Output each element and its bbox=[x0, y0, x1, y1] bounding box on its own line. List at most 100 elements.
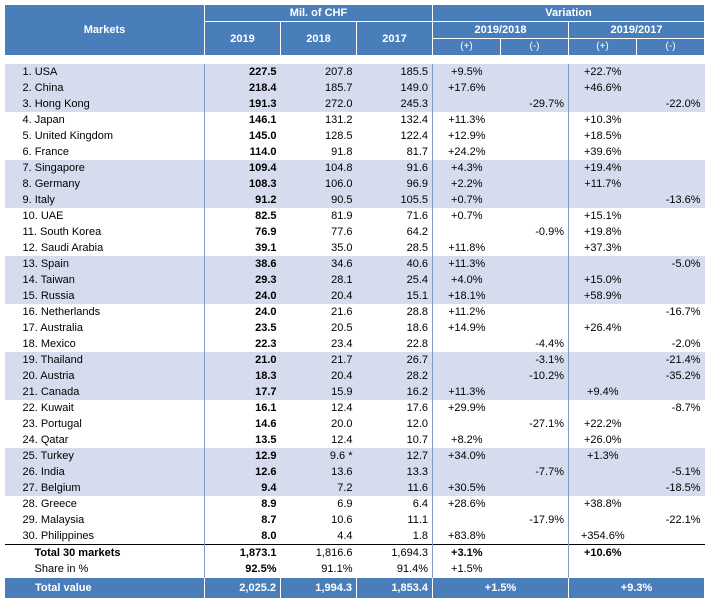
value-2019: 39.1 bbox=[204, 240, 281, 256]
variation-minus-1918 bbox=[500, 128, 570, 144]
table-body: 1. USA 227.5 207.8 185.5 +9.5% +22.7% 2. China… bbox=[4, 55, 705, 545]
share-2018: 91.1% bbox=[321, 563, 353, 575]
plus-header-1917: (+) bbox=[568, 38, 638, 56]
variation-minus-1918 bbox=[500, 288, 570, 304]
variation-minus-1917 bbox=[636, 448, 705, 464]
spacer-row bbox=[4, 55, 705, 64]
market-name: 11. South Korea bbox=[4, 224, 205, 240]
market-name: 6. France bbox=[4, 144, 205, 160]
variation-minus-1917 bbox=[636, 496, 705, 512]
market-name: 28. Greece bbox=[4, 496, 205, 512]
table-row: 1. USA 227.5 207.8 185.5 +9.5% +22.7% bbox=[4, 64, 705, 80]
value-2019: 109.4 bbox=[204, 160, 281, 176]
variation-plus-1917: +37.3% bbox=[568, 240, 637, 256]
plus-header-1918: (+) bbox=[432, 38, 502, 56]
variation-minus-1917 bbox=[636, 144, 705, 160]
variation-header: Variation bbox=[432, 4, 706, 22]
variation-minus-1917 bbox=[636, 528, 705, 545]
market-name: 29. Malaysia bbox=[4, 512, 205, 528]
variation-minus-1918 bbox=[500, 144, 570, 160]
table-row: 9. Italy 91.2 90.5 105.5 +0.7% -13.6% bbox=[4, 192, 705, 208]
variation-minus-1918 bbox=[500, 208, 570, 224]
value-2017: 11.6 bbox=[356, 480, 434, 496]
variation-plus-1917 bbox=[568, 304, 637, 320]
table-row: 2. China 218.4 185.7 149.0 +17.6% +46.6% bbox=[4, 80, 705, 96]
variation-minus-1918 bbox=[500, 80, 570, 96]
value-2017: 10.7 bbox=[356, 432, 434, 448]
variation-minus-1917: -8.7% bbox=[636, 400, 705, 416]
variation-minus-1917: -5.1% bbox=[636, 464, 705, 480]
value-2017: 81.7 bbox=[356, 144, 434, 160]
variation-minus-1917: -16.7% bbox=[636, 304, 705, 320]
value-2018: 6.9 bbox=[280, 496, 357, 512]
variation-minus-1918 bbox=[500, 304, 570, 320]
market-name: 25. Turkey bbox=[4, 448, 205, 464]
share-minus-1917 bbox=[637, 561, 705, 578]
table-row: 19. Thailand 21.0 21.7 26.7 -3.1% -21.4% bbox=[4, 352, 705, 368]
variation-minus-1917 bbox=[636, 320, 705, 336]
variation-plus-1918: +8.2% bbox=[432, 432, 501, 448]
value-2017: 6.4 bbox=[356, 496, 434, 512]
value-2017: 40.6 bbox=[356, 256, 434, 272]
share-2017: 91.4% bbox=[356, 561, 434, 578]
market-name: 18. Mexico bbox=[4, 336, 205, 352]
table-row: 21. Canada 17.7 15.9 16.2 +11.3% +9.4% bbox=[4, 384, 705, 400]
market-name: 10. UAE bbox=[4, 208, 205, 224]
variation-plus-1918: +11.3% bbox=[432, 112, 501, 128]
value-2017: 245.3 bbox=[356, 96, 434, 112]
variation-minus-1918: -17.9% bbox=[500, 512, 570, 528]
value-2018: 77.6 bbox=[280, 224, 357, 240]
variation-plus-1918: +30.5% bbox=[432, 480, 501, 496]
variation-minus-1918 bbox=[500, 384, 570, 400]
value-2018: 12.4 bbox=[280, 432, 357, 448]
table-row: 15. Russia 24.0 20.4 15.1 +18.1% +58.9% bbox=[4, 288, 705, 304]
total30-2018: 1,816.6 bbox=[280, 544, 357, 561]
total-value-row: Total value 2,025.2 1,994.3 1,853.4 +1.5… bbox=[4, 577, 706, 599]
market-name: 13. Spain bbox=[4, 256, 205, 272]
value-2019: 8.0 bbox=[204, 528, 281, 545]
value-2017: 122.4 bbox=[356, 128, 434, 144]
variation-minus-1918 bbox=[500, 256, 570, 272]
market-name: 2. China bbox=[4, 80, 205, 96]
variation-minus-1918 bbox=[500, 64, 570, 80]
variation-minus-1917 bbox=[636, 384, 705, 400]
market-name: 21. Canada bbox=[4, 384, 205, 400]
value-2018: 104.8 bbox=[280, 160, 357, 176]
value-2017: 132.4 bbox=[356, 112, 434, 128]
value-2017: 16.2 bbox=[356, 384, 434, 400]
market-name: 16. Netherlands bbox=[4, 304, 205, 320]
table-row: 13. Spain 38.6 34.6 40.6 +11.3% -5.0% bbox=[4, 256, 705, 272]
total30-2019: 1,873.1 bbox=[204, 544, 281, 561]
value-2019: 13.5 bbox=[204, 432, 281, 448]
variation-minus-1917 bbox=[636, 208, 705, 224]
table-row: 11. South Korea 76.9 77.6 64.2 -0.9% +19.8% bbox=[4, 224, 705, 240]
value-2017: 12.7 bbox=[356, 448, 434, 464]
value-2019: 145.0 bbox=[204, 128, 281, 144]
total30-minus-1917 bbox=[636, 544, 705, 561]
variation-minus-1918 bbox=[500, 448, 570, 464]
variation-plus-1917 bbox=[568, 96, 637, 112]
minus-header-1917: (-) bbox=[636, 38, 706, 56]
market-name: 17. Australia bbox=[4, 320, 205, 336]
variation-minus-1917 bbox=[636, 416, 705, 432]
value-2018: 23.4 bbox=[280, 336, 357, 352]
variation-plus-1918: +12.9% bbox=[432, 128, 501, 144]
value-2018: 7.2 bbox=[280, 480, 357, 496]
table-row: 17. Australia 23.5 20.5 18.6 +14.9% +26.4% bbox=[4, 320, 705, 336]
value-2019: 9.4 bbox=[204, 480, 281, 496]
value-2019: 23.5 bbox=[204, 320, 281, 336]
value-2018: 12.4 bbox=[280, 400, 357, 416]
variation-plus-1918: +17.6% bbox=[432, 80, 501, 96]
share-2019: 92.5% bbox=[204, 561, 281, 578]
table-row: 4. Japan 146.1 131.2 132.4 +11.3% +10.3% bbox=[4, 112, 705, 128]
minus-header-1918: (-) bbox=[500, 38, 570, 56]
variation-minus-1917 bbox=[636, 432, 705, 448]
variation-minus-1918: -10.2% bbox=[500, 368, 570, 384]
value-2017: 149.0 bbox=[356, 80, 434, 96]
table-row: 20. Austria 18.3 20.4 28.2 -10.2% -35.2% bbox=[4, 368, 705, 384]
value-2019: 18.3 bbox=[204, 368, 281, 384]
variation-plus-1918: +2.2% bbox=[432, 176, 501, 192]
value-2019: 24.0 bbox=[204, 304, 281, 320]
variation-plus-1918 bbox=[432, 336, 501, 352]
table-row: 28. Greece 8.9 6.9 6.4 +28.6% +38.8% bbox=[4, 496, 705, 512]
